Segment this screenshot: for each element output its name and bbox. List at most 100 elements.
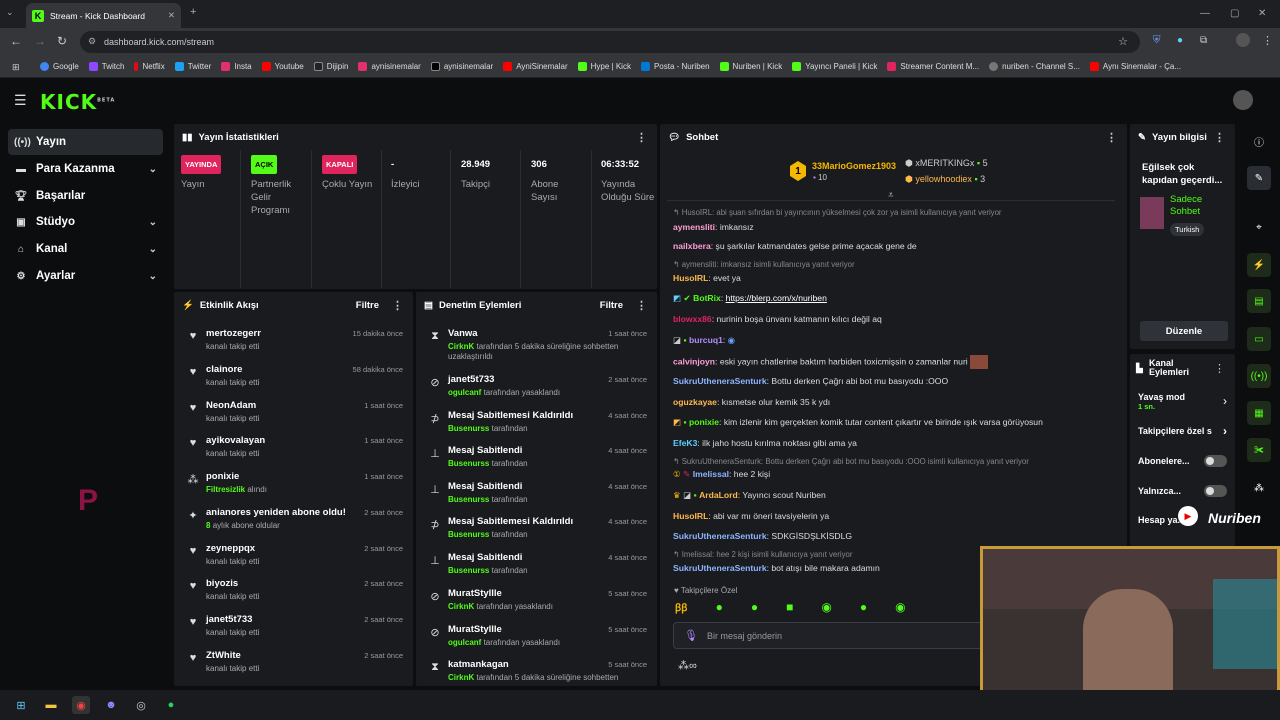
apps-grid-icon[interactable]: ⊞ xyxy=(12,62,20,72)
tag-badge[interactable]: Turkish xyxy=(1170,223,1205,236)
sidebar-item-ayarlar[interactable]: ⚙ Ayarlar ⌄ xyxy=(8,263,163,289)
stream-title: Eğilsek çok kapıdan geçerdi... xyxy=(1142,162,1223,186)
sidebar-item-studyo[interactable]: ▣ Stüdyo ⌄ xyxy=(8,209,163,235)
more-icon[interactable]: ⋮ xyxy=(392,299,403,312)
bookmark-item[interactable]: Twitter xyxy=(174,62,211,71)
unpin-icon: ⊅ xyxy=(430,519,440,531)
wrench-icon[interactable]: ✀ xyxy=(1247,438,1271,462)
chat-settings-icon[interactable]: ⁂∞ xyxy=(678,660,697,672)
chat-input[interactable]: 🎙︎ Bir mesaj gönderin xyxy=(673,622,983,649)
kick-logo[interactable]: KICKBETA xyxy=(40,90,116,114)
emote-icon[interactable]: ● xyxy=(750,600,759,614)
focus-icon[interactable]: ⌖ xyxy=(1256,221,1262,233)
extension-shield-icon[interactable]: ⛨ xyxy=(1153,35,1161,46)
extensions-icon[interactable]: ⧉ xyxy=(1200,35,1208,46)
bookmark-item[interactable]: Netflix xyxy=(134,62,165,71)
edit-button[interactable]: Düzenle xyxy=(1140,321,1228,341)
sidebar-item-basarilar[interactable]: 🏆︎ Başarılar xyxy=(14,190,86,202)
new-tab-icon[interactable]: + xyxy=(190,6,197,18)
tab-list-icon[interactable]: ⌄ xyxy=(6,7,14,17)
top-gifter-name[interactable]: ⬢ xMERITKINGx ▪ 5 xyxy=(905,158,988,168)
chat-link[interactable]: https://blerp.com/x/nuriben xyxy=(725,293,827,303)
followers-only-item[interactable]: Takipçilere özel s › xyxy=(1138,424,1227,438)
more-icon[interactable]: ⋮ xyxy=(636,131,647,144)
bookmark-item[interactable]: Posta - Nuriben xyxy=(640,62,710,71)
bookmark-item[interactable]: aynisinemalar xyxy=(430,62,493,71)
site-info-icon[interactable]: ⚙ xyxy=(88,36,97,46)
chrome-icon[interactable]: ◉ xyxy=(72,696,90,714)
emote-icon[interactable]: ꞵꞵ xyxy=(675,603,688,614)
user-avatar[interactable] xyxy=(1233,90,1253,110)
bookmark-item[interactable]: Nuriben | Kick xyxy=(719,62,782,71)
emote-icon[interactable]: ◉ xyxy=(821,600,832,614)
badge-icon: ♛ xyxy=(673,490,681,500)
list-item: ⊘ MuratStyllle ogulcanf tarafından yasakla… xyxy=(416,622,657,658)
microphone-icon[interactable]: 🎙︎ xyxy=(684,630,698,642)
sidebar-item-yayin[interactable]: ((•)) Yayın xyxy=(8,129,163,155)
expand-icon[interactable]: ⩡ xyxy=(888,190,894,201)
share-icon[interactable]: ⁂ xyxy=(1254,482,1264,494)
spotify-icon[interactable]: ● xyxy=(167,699,175,711)
reward-icon: ⁂ xyxy=(187,474,199,486)
extension-cloud-icon[interactable]: ● xyxy=(1177,35,1184,46)
info-icon[interactable]: ⓘ xyxy=(1254,137,1264,149)
category-link[interactable]: Sadece Sohbet xyxy=(1170,194,1203,217)
emotes-only-toggle[interactable] xyxy=(1204,485,1227,497)
lightning-icon[interactable]: ⚡ xyxy=(1247,253,1271,277)
top-gifter-name[interactable]: 33MarioGomez1903 xyxy=(812,161,897,171)
browser-menu-icon[interactable]: ⋮ xyxy=(1262,35,1273,47)
minimize-icon[interactable]: — xyxy=(1200,8,1210,19)
chat-icon[interactable]: ▭ xyxy=(1247,327,1271,351)
bookmark-star-icon[interactable]: ☆ xyxy=(1118,36,1128,48)
bookmark-item[interactable]: nuriben - Channel S... xyxy=(989,62,1080,71)
emote-icon[interactable]: ■ xyxy=(786,600,794,614)
forward-icon[interactable]: → xyxy=(34,34,46,48)
sidebar-item-kanal[interactable]: ⌂ Kanal ⌄ xyxy=(8,236,163,262)
category-thumbnail[interactable] xyxy=(1140,197,1164,229)
bookmark-item[interactable]: Aynı Sinemalar - Ça... xyxy=(1089,62,1181,71)
maximize-icon[interactable]: ▢ xyxy=(1230,8,1240,19)
tab-close-icon[interactable]: ✕ xyxy=(167,10,175,20)
broadcast-icon[interactable]: ((•)) xyxy=(1247,364,1271,388)
folder-icon[interactable]: ▬ xyxy=(45,699,57,711)
emote-icon[interactable]: ● xyxy=(715,600,723,614)
pencil-icon[interactable]: ✎ xyxy=(1247,166,1271,190)
filter-button[interactable]: Filtre xyxy=(599,299,623,311)
gift-icon: ▪ xyxy=(974,174,978,184)
hamburger-menu-icon[interactable]: ☰ xyxy=(14,92,27,108)
chat-message: HusoIRL: evet ya xyxy=(673,273,741,283)
url-input[interactable]: ⚙ dashboard.kick.com/stream ☆ xyxy=(80,31,1140,53)
emote-icon[interactable]: ● xyxy=(859,600,868,614)
bookmark-item[interactable]: Hype | Kick xyxy=(577,62,631,71)
document-icon[interactable]: ▤ xyxy=(1247,289,1271,313)
subscribers-only-toggle[interactable] xyxy=(1204,455,1227,467)
more-icon[interactable]: ⋮ xyxy=(1106,131,1117,144)
bookmark-item[interactable]: aynisinemalar xyxy=(358,62,421,71)
bookmark-item[interactable]: Insta xyxy=(221,62,252,71)
top-gifter-name[interactable]: ⬢ yellowhoodiex ▪ 3 xyxy=(905,174,986,184)
app-icon[interactable]: ◎ xyxy=(136,699,146,712)
bookmark-item[interactable]: Streamer Content M... xyxy=(887,62,979,71)
bookmark-item[interactable]: Dijipin xyxy=(313,62,348,71)
bookmark-item[interactable]: Yayıncı Paneli | Kick xyxy=(792,62,877,71)
activity-feed-panel: ⚡ Etkinlik Akışı Filtre ⋮ ♥ mertozegerr kanal… xyxy=(174,292,413,686)
filter-button[interactable]: Filtre xyxy=(355,299,379,311)
close-window-icon[interactable]: ✕ xyxy=(1258,8,1267,19)
layout-icon[interactable]: ▦ xyxy=(1247,401,1271,425)
browser-tab[interactable]: K Stream - Kick Dashboard ✕ xyxy=(26,3,181,28)
more-icon[interactable]: ⋮ xyxy=(636,299,647,312)
reload-icon[interactable]: ↻ xyxy=(57,34,68,48)
slow-mode-item[interactable]: Yavaş mod 1 sn. › xyxy=(1138,392,1227,411)
bookmark-item[interactable]: AyniSinemalar xyxy=(503,62,568,71)
bookmark-item[interactable]: Youtube xyxy=(261,62,304,71)
more-icon[interactable]: ⋮ xyxy=(1214,131,1225,144)
windows-start-icon[interactable]: ⊞ xyxy=(16,699,26,712)
discord-icon[interactable]: ☻ xyxy=(105,699,117,711)
back-icon[interactable]: ← xyxy=(10,34,22,48)
profile-avatar[interactable] xyxy=(1236,33,1250,47)
bookmark-item[interactable]: Twitch xyxy=(88,62,124,71)
bookmark-item[interactable]: Google xyxy=(40,62,79,71)
emote-icon[interactable]: ◉ xyxy=(895,600,906,614)
more-icon[interactable]: ⋮ xyxy=(1214,363,1225,375)
sidebar-item-para-kazanma[interactable]: ▬ Para Kazanma ⌄ xyxy=(16,163,157,175)
